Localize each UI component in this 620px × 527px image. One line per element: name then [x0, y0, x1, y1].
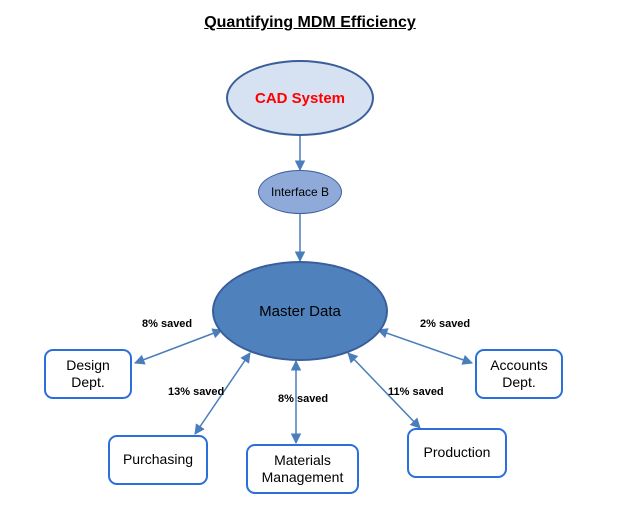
- edge-label-production: 11% saved: [388, 386, 444, 398]
- node-master-label: Master Data: [259, 303, 341, 320]
- node-purchasing-label: Purchasing: [123, 451, 193, 469]
- node-accounts-dept: AccountsDept.: [475, 349, 563, 399]
- edge-label-materials: 8% saved: [278, 393, 328, 405]
- node-production-label: Production: [424, 444, 491, 462]
- node-production: Production: [407, 428, 507, 478]
- node-materials-label: MaterialsManagement: [262, 452, 344, 487]
- node-materials-management: MaterialsManagement: [246, 444, 359, 494]
- node-interface-b: Interface B: [258, 170, 342, 214]
- node-cad-system: CAD System: [226, 60, 374, 136]
- edge-label-design: 8% saved: [142, 318, 192, 330]
- node-accounts-label: AccountsDept.: [490, 357, 548, 392]
- edge-label-purchasing: 13% saved: [168, 386, 224, 398]
- node-design-label: DesignDept.: [66, 357, 110, 392]
- node-design-dept: DesignDept.: [44, 349, 132, 399]
- node-purchasing: Purchasing: [108, 435, 208, 485]
- node-master-data: Master Data: [212, 261, 388, 361]
- page-title: Quantifying MDM Efficiency: [0, 14, 620, 32]
- edge-label-accounts: 2% saved: [420, 318, 470, 330]
- node-cad-label: CAD System: [255, 90, 345, 107]
- node-interface-label: Interface B: [271, 185, 329, 199]
